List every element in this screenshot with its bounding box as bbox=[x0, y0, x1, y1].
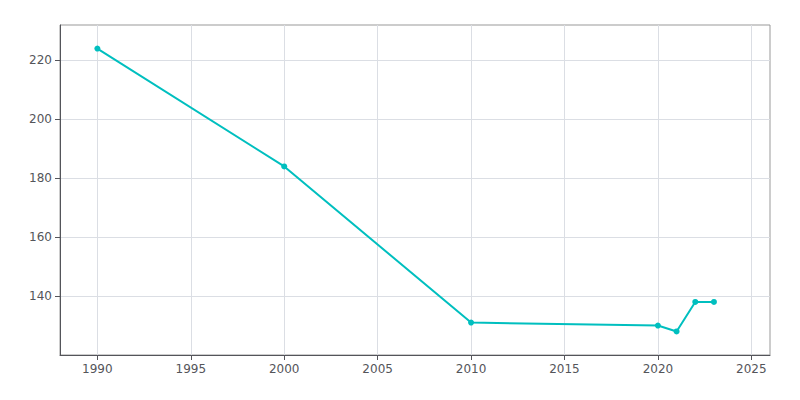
svg-text:2025: 2025 bbox=[736, 362, 767, 376]
svg-text:160: 160 bbox=[29, 230, 52, 244]
svg-text:1990: 1990 bbox=[82, 362, 113, 376]
svg-text:2005: 2005 bbox=[362, 362, 393, 376]
svg-text:2015: 2015 bbox=[549, 362, 580, 376]
svg-text:2010: 2010 bbox=[456, 362, 487, 376]
svg-text:220: 220 bbox=[29, 53, 52, 67]
svg-text:2020: 2020 bbox=[643, 362, 674, 376]
svg-text:200: 200 bbox=[29, 112, 52, 126]
svg-text:180: 180 bbox=[29, 171, 52, 185]
svg-text:1995: 1995 bbox=[176, 362, 207, 376]
svg-text:140: 140 bbox=[29, 289, 52, 303]
svg-text:2000: 2000 bbox=[269, 362, 300, 376]
